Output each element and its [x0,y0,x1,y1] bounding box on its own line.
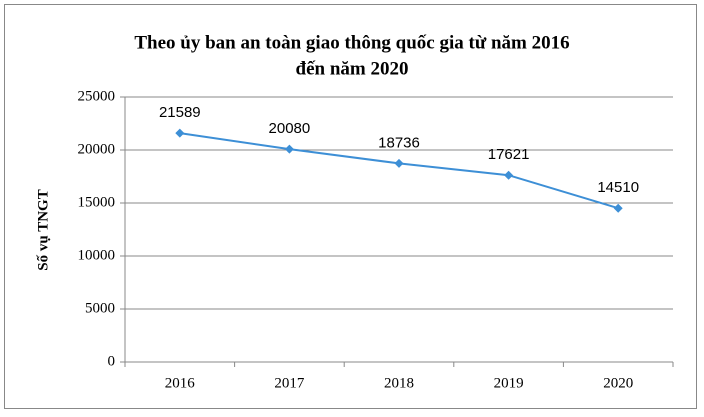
marker [175,128,185,138]
marker [504,170,514,180]
data-label: 18736 [378,134,420,151]
data-label: 21589 [159,104,201,121]
y-axis-label: Số vụ TNGT [35,189,51,270]
marker [613,203,623,213]
chart-title: Theo ủy ban an toàn giao thông quốc gia … [134,32,569,53]
chart-title: đến năm 2020 [296,58,409,79]
marker [284,144,294,154]
marker [394,158,404,168]
y-tick-label: 25000 [78,88,116,104]
data-label: 14510 [597,179,639,196]
data-label: 17621 [488,146,530,163]
y-tick-label: 15000 [78,194,116,210]
y-tick-label: 0 [108,353,116,369]
data-label: 20080 [269,120,311,137]
y-tick-label: 5000 [85,300,115,316]
x-tick-label: 2018 [384,375,414,391]
x-tick-label: 2019 [494,375,524,391]
y-tick-label: 10000 [78,247,116,263]
y-tick-label: 20000 [78,141,116,157]
x-tick-label: 2016 [165,375,196,391]
x-tick-label: 2017 [274,375,305,391]
x-tick-label: 2020 [603,375,633,391]
chart-frame [4,4,697,409]
